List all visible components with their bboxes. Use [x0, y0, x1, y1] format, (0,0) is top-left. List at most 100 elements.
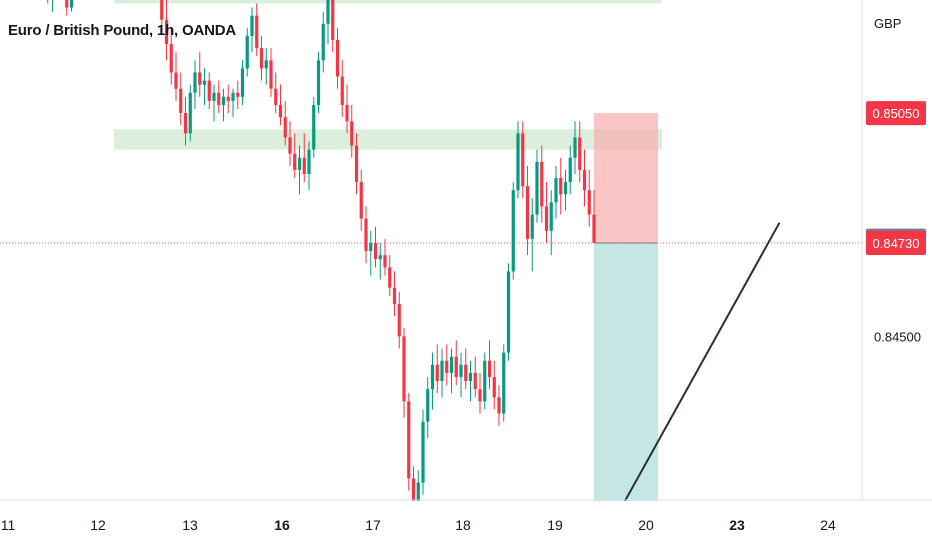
candle-body — [245, 35, 249, 69]
time-tick-label: 11 — [1, 517, 16, 533]
candle-body — [502, 352, 506, 414]
price-badge-label: 0.84730 — [873, 236, 920, 251]
price-badge-label: 0.85050 — [873, 106, 920, 121]
candle-body — [559, 178, 563, 195]
candle — [578, 121, 582, 183]
price-tick-label: 0.84500 — [874, 329, 921, 344]
candle — [549, 190, 553, 256]
candle-body — [392, 287, 397, 304]
candle-body — [554, 178, 558, 203]
candle — [174, 52, 178, 101]
candle-body — [307, 149, 311, 174]
candle — [188, 84, 192, 142]
candle-body — [497, 397, 501, 414]
candle — [316, 52, 321, 114]
candle — [449, 348, 454, 394]
candle-body — [236, 92, 240, 97]
candle — [183, 96, 188, 146]
candle — [559, 157, 563, 215]
candle-body — [345, 104, 349, 122]
candle-body — [516, 133, 520, 191]
stop-loss-zone[interactable] — [594, 113, 658, 243]
candle — [179, 72, 183, 126]
candle — [250, 7, 254, 53]
candle-body — [250, 15, 254, 36]
candle-body — [350, 121, 354, 146]
candle — [544, 182, 549, 243]
candle — [217, 80, 221, 114]
candle — [335, 27, 340, 89]
candle-body — [169, 44, 173, 73]
trendline-layer[interactable] — [596, 222, 781, 553]
candle-body — [240, 68, 245, 97]
candle — [202, 68, 207, 105]
time-tick-label: 13 — [182, 517, 198, 533]
candle — [364, 206, 368, 264]
candle — [459, 352, 463, 398]
candle-body — [364, 218, 368, 252]
candle — [331, 0, 335, 53]
candle — [350, 104, 354, 158]
candle-body — [592, 214, 596, 243]
candle — [236, 80, 240, 110]
candle — [435, 344, 439, 394]
candle-body — [183, 113, 188, 134]
candle-body — [568, 157, 572, 183]
candle-body — [544, 206, 549, 231]
position-tool[interactable] — [0, 113, 862, 555]
candle — [198, 52, 202, 97]
candle — [212, 84, 216, 122]
candle — [245, 27, 249, 77]
price-badge[interactable]: 0.85050 — [866, 101, 926, 126]
candle-body — [69, 0, 74, 8]
candle-body — [487, 360, 492, 377]
candle-body — [440, 360, 444, 382]
candle — [164, 0, 169, 61]
candle-body — [297, 157, 302, 170]
price-axis[interactable]: GBP0.855000.845000.850500.847360.847300.… — [861, 0, 932, 555]
candle — [307, 141, 311, 191]
candle-body — [506, 271, 511, 353]
candle — [293, 133, 297, 179]
candle-body — [459, 364, 463, 377]
candle-body — [388, 267, 392, 288]
candle-body — [335, 40, 340, 77]
time-axis[interactable]: 11 12 13 16 17 18 19 20 23 24 — [0, 499, 932, 550]
trendline[interactable] — [596, 222, 781, 553]
resistance-zone[interactable] — [114, 0, 662, 4]
candle-body — [397, 303, 401, 337]
candle-body — [226, 96, 230, 101]
candle — [345, 84, 349, 134]
candle — [440, 348, 444, 398]
candle — [402, 328, 406, 418]
price-badge[interactable]: 0.84730 — [866, 231, 926, 255]
candle-body — [521, 133, 525, 187]
candle-body — [207, 80, 211, 101]
candle-body — [525, 186, 530, 239]
candle — [392, 271, 397, 317]
candle — [221, 88, 226, 122]
candle — [483, 352, 487, 410]
candle-body — [326, 0, 330, 24]
candle — [288, 121, 292, 166]
candle — [506, 263, 511, 361]
candle — [47, 0, 49, 4]
candle — [264, 48, 268, 85]
candle-body — [160, 0, 164, 20]
candle-body — [259, 48, 264, 69]
candle-body — [288, 137, 292, 154]
candle-body — [198, 72, 202, 85]
candle-body — [483, 360, 487, 402]
candle-body — [578, 137, 582, 170]
candle-body — [164, 19, 169, 45]
support-zone[interactable] — [114, 129, 662, 150]
candle-body — [221, 96, 226, 105]
candle-body — [217, 92, 221, 105]
candle-body — [582, 169, 587, 191]
zones-layer — [114, 0, 662, 150]
candle-body — [231, 92, 235, 101]
candle-body — [563, 182, 568, 195]
candle-body — [573, 137, 577, 158]
